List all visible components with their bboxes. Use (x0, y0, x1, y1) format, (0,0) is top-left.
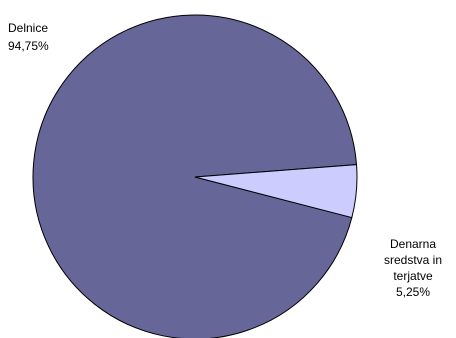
slice-label-delnice-name: Delnice (8, 21, 48, 35)
pie-slice-delnice (32, 14, 358, 338)
slice-label-delnice: Delnice 94,75% (8, 21, 49, 53)
slice-label-delnice-value: 94,75% (8, 39, 49, 53)
slice-label-denarna-line-3: terjatve (393, 269, 433, 283)
slice-label-denarna-value: 5,25% (396, 285, 430, 299)
slice-label-denarna-line-1: Denarna (390, 237, 436, 251)
pie-slice-denarna-sredstva (194, 164, 358, 219)
slice-label-denarna-line-2: sredstva in (384, 253, 442, 267)
slice-label-denarna-sredstva: Denarna sredstva in terjatve 5,25% (384, 237, 442, 299)
pie-slices (32, 14, 358, 338)
